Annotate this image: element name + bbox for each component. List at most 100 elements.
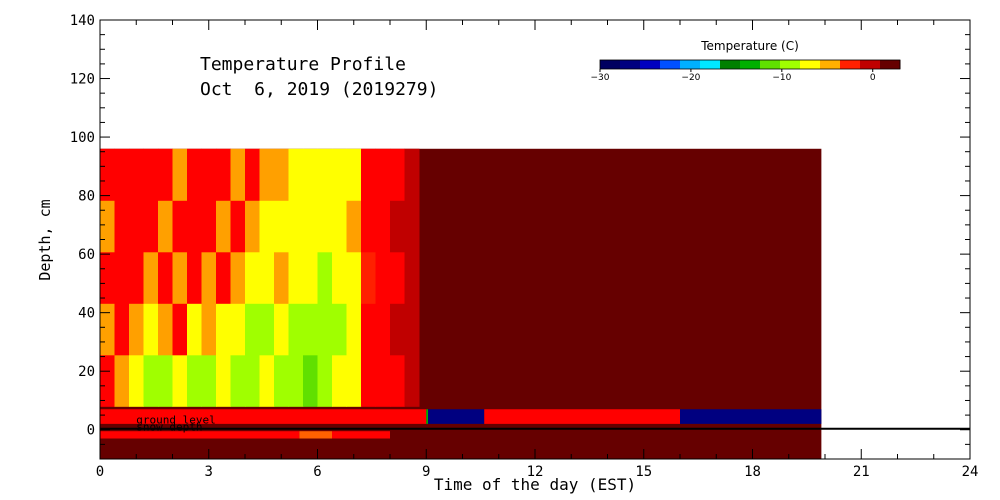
heatmap-cell [172,148,188,201]
heatmap-layer [100,148,822,460]
heatmap-cell [361,303,376,356]
subsurface-strip [332,431,390,439]
heatmap-cell [390,200,405,253]
heatmap-cell [230,354,246,407]
heatmap-cell [361,148,376,201]
heatmap-cell [317,148,333,201]
heatmap-cell [404,354,420,407]
surface-strip [426,409,429,424]
colorbar-cells [599,59,901,70]
heatmap-cell [332,303,347,356]
heatmap-cell [187,200,202,253]
colorbar-frame [599,59,901,70]
heatmap-cell [114,251,130,304]
heatmap-cell [390,303,405,356]
heatmap-cell [114,148,130,201]
heatmap-cell [230,303,246,356]
heatmap-cell [259,251,275,304]
heatmap-cell [317,251,333,304]
heatmap-cell [404,251,420,304]
heatmap-cell [274,303,289,356]
heatmap-cell [216,251,231,304]
surface-strip [428,409,485,424]
heatmap-cell [187,303,202,356]
y-axis-label: Depth, cm [36,199,54,280]
heatmap-cell [201,354,217,407]
colorbar-swatch [740,60,761,69]
heatmap-cell [172,303,188,356]
colorbar-swatch [880,60,901,69]
surface-strip [680,409,822,424]
chart-title: Temperature Profile [200,54,406,75]
surface-strip [100,409,427,424]
heatmap-cell [158,251,173,304]
heatmap-cell [143,251,159,304]
heatmap-cell [230,148,246,201]
colorbar-swatch [720,60,741,69]
heatmap-cell [332,251,347,304]
x-tick-label: 15 [635,464,652,480]
heatmap-cell [361,251,376,304]
heatmap-cell [201,303,217,356]
heatmap-cell [216,200,231,253]
heatmap-cell [100,251,115,304]
colorbar-swatch [840,60,861,69]
heatmap-cell [390,251,405,304]
y-tick-label: 120 [70,72,95,88]
heatmap-cell [129,148,144,201]
heatmap-cell [303,200,318,253]
heatmap-cell [332,148,347,201]
colorbar-tick-label: −10 [772,73,791,83]
heatmap-cell [346,354,362,407]
heatmap-cell [245,354,260,407]
colorbar-swatch [700,60,721,69]
colorbar-swatch [800,60,821,69]
heatmap-cell [390,148,405,201]
y-tick-label: 80 [78,189,95,205]
heatmap-cell [172,251,188,304]
heatmap-cell [404,303,420,356]
heatmap-cell [404,200,420,253]
heatmap-cell [143,354,159,407]
colorbar: Temperature (C) −30 −20 −10 0 [591,39,901,83]
heatmap-cell [274,200,289,253]
heatmap-cell [172,200,188,253]
heatmap-cell [375,200,391,253]
heatmap-cell [201,148,217,201]
y-tick-label: 140 [70,13,95,29]
y-tick-label: 20 [78,364,95,380]
colorbar-tick-label: 0 [870,73,876,83]
heatmap-cell [114,354,130,407]
heatmap-cell [303,354,318,407]
colorbar-tick-label: −30 [591,73,610,83]
heatmap-cell [346,303,362,356]
heatmap-cell [158,200,173,253]
heatmap-cell [303,148,318,201]
x-tick-label: 21 [853,464,870,480]
heatmap-cell [230,251,246,304]
heatmap-cell [187,148,202,201]
x-tick-label: 12 [527,464,544,480]
heatmap-cell [158,148,173,201]
heatmap-cell [216,354,231,407]
colorbar-title: Temperature (C) [700,39,799,53]
heatmap-cell [259,303,275,356]
heatmap-cell [216,303,231,356]
heatmap-cell [274,251,289,304]
heatmap-cell [346,148,362,201]
heatmap-cell [288,251,304,304]
heatmap-cell [375,303,391,356]
heatmap-cell [288,354,304,407]
x-tick-label: 18 [744,464,761,480]
heatmap-cell [158,303,173,356]
heatmap-cell [346,200,362,253]
heatmap-cell [245,251,260,304]
colorbar-swatch [600,60,621,69]
y-tick-label: 0 [87,423,95,439]
heatmap-cell [361,200,376,253]
heatmap-cell [317,200,333,253]
snow-depth-label: snow depth [136,421,202,434]
y-tick-label: 40 [78,306,95,322]
heatmap-cell [317,303,333,356]
